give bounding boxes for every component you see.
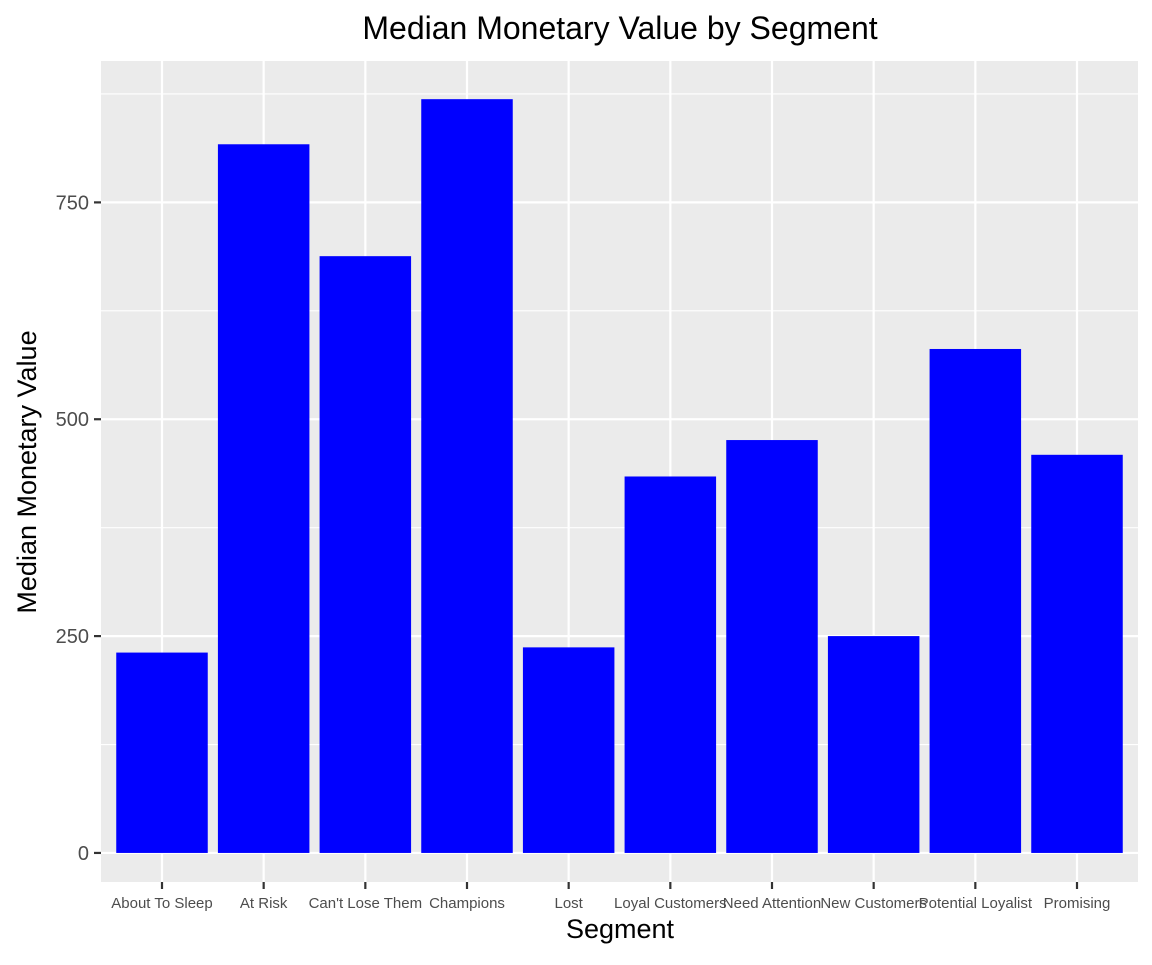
x-tick-label: New Customers (820, 895, 927, 912)
x-tick-label: Can't Lose Them (309, 895, 422, 912)
x-tick-label: Champions (429, 895, 505, 912)
x-tick-label: At Risk (240, 895, 288, 912)
bar-about-to-sleep (116, 652, 208, 853)
bar-potential-loyalist (929, 348, 1022, 853)
bar-new-customers (827, 636, 920, 853)
bar-at-risk (217, 144, 310, 853)
chart-title: Median Monetary Value by Segment (362, 10, 877, 46)
x-axis-title: Segment (566, 914, 675, 944)
x-tick-label: About To Sleep (111, 895, 212, 912)
bar-need-attention (726, 440, 818, 853)
x-tick-label: Promising (1044, 895, 1111, 912)
bars-group (116, 99, 1123, 853)
bar-promising (1031, 454, 1123, 853)
bar-loyal-customers (624, 476, 717, 853)
y-tick-label: 750 (56, 192, 89, 214)
x-axis: About To Sleep At Risk Can't Lose Them Cham… (111, 882, 1110, 912)
x-tick-label: Loyal Customers (614, 895, 727, 912)
y-axis-title: Median Monetary Value (12, 330, 42, 613)
y-tick-label: 250 (56, 626, 89, 648)
y-tick-label: 500 (56, 409, 89, 431)
x-tick-label: Need Attention (723, 895, 821, 912)
bar-lost (522, 647, 615, 853)
x-tick-label: Lost (554, 895, 583, 912)
y-tick-label: 0 (78, 843, 89, 865)
x-tick-label: Potential Loyalist (919, 895, 1033, 912)
bar-champions (421, 99, 513, 853)
bar-can-t-lose-them (319, 256, 412, 853)
y-axis: 0 250 500 750 (56, 192, 101, 865)
